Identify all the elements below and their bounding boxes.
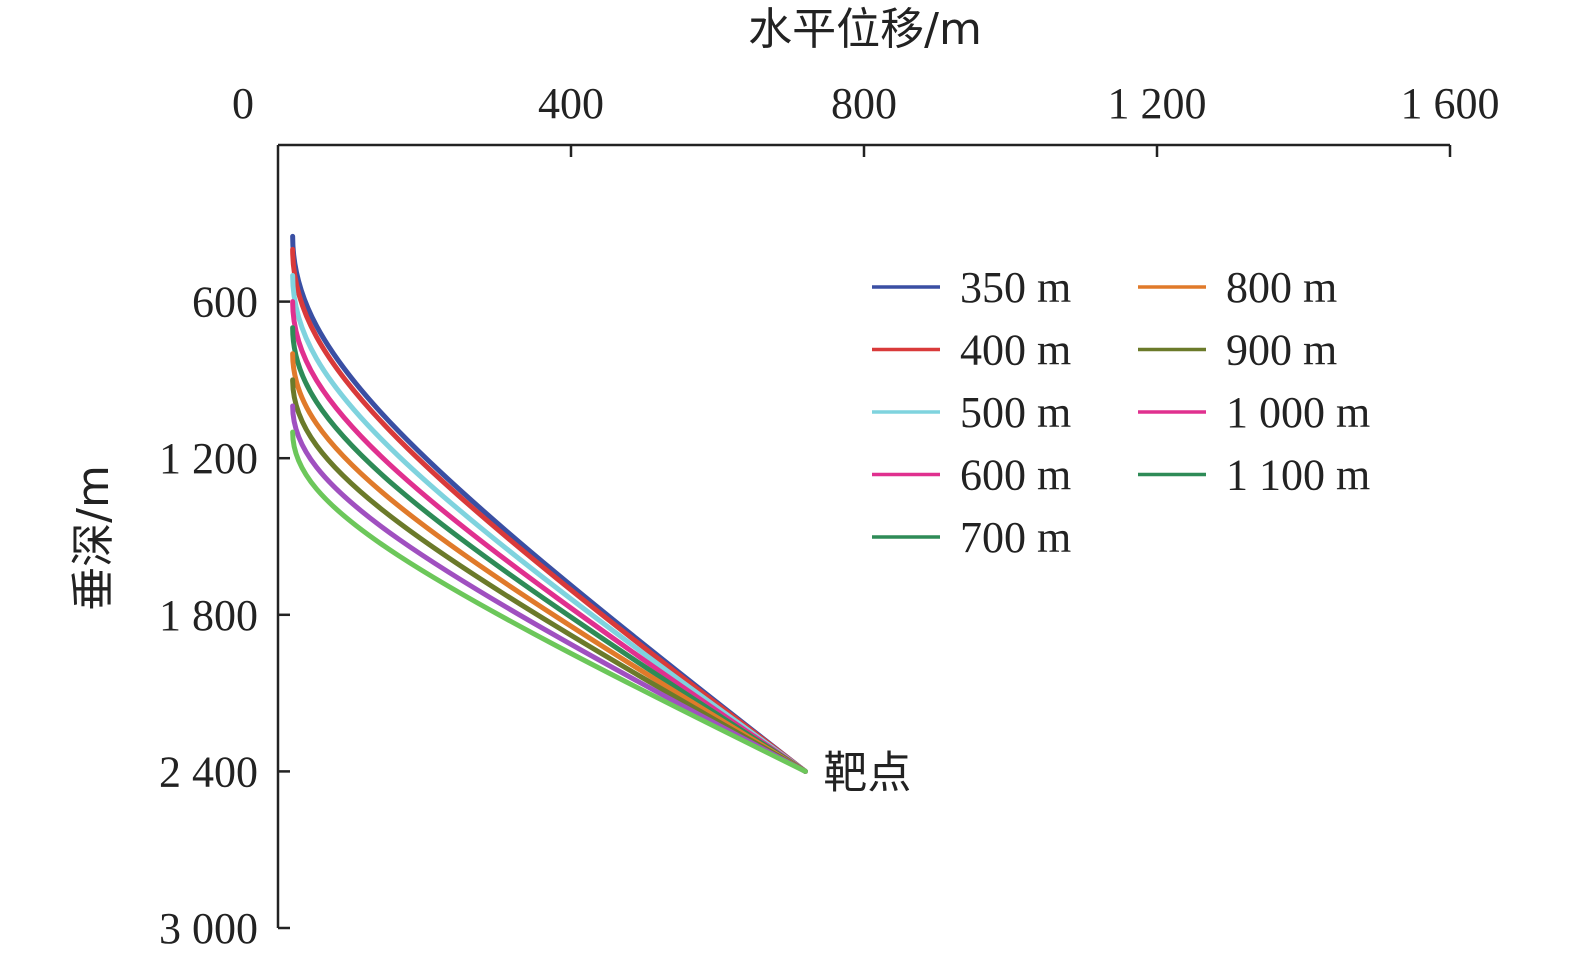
- axes: 0 400 800 1 200 1 600 600 1 200 1 800 2 400 3 000: [159, 79, 1500, 953]
- legend-label: 400 m: [960, 326, 1071, 375]
- legend-label: 500 m: [960, 388, 1071, 437]
- x-tick-label: 1 600: [1401, 79, 1500, 128]
- legend-label: 600 m: [960, 451, 1071, 500]
- legend-label: 1 000 m: [1226, 388, 1370, 437]
- y-tick-label: 1 800: [159, 591, 258, 640]
- series-line: [290, 377, 808, 774]
- x-tick-label: 800: [831, 79, 897, 128]
- y-tick-label: 3 000: [159, 904, 258, 953]
- series-line: [290, 233, 808, 774]
- series-line: [290, 273, 808, 774]
- target-label: 靶点: [823, 747, 911, 798]
- series-line: [290, 299, 808, 774]
- y-tick-label: 600: [192, 278, 258, 327]
- series-line: [290, 351, 808, 774]
- series-line: [290, 429, 808, 774]
- x-tick-label: 0: [232, 79, 254, 128]
- series-layer: [290, 233, 808, 774]
- y-tick-label: 1 200: [159, 434, 258, 483]
- x-axis-title: 水平位移/m: [748, 4, 982, 55]
- y-axis-title: 垂深/m: [68, 465, 119, 611]
- legend: 350 m 400 m 500 m 600 m 700 m 800 m 900 m 1 000…: [872, 263, 1370, 562]
- series-line: [290, 246, 808, 774]
- legend-label: 800 m: [1226, 263, 1337, 312]
- legend-label: 900 m: [1226, 326, 1337, 375]
- legend-label: 1 100 m: [1226, 451, 1370, 500]
- x-tick-label: 1 200: [1108, 79, 1207, 128]
- legend-label: 700 m: [960, 513, 1071, 562]
- legend-label: 350 m: [960, 263, 1071, 312]
- y-tick-label: 2 400: [159, 747, 258, 796]
- series-line: [290, 325, 808, 774]
- series-line: [290, 403, 808, 774]
- x-tick-label: 400: [538, 79, 604, 128]
